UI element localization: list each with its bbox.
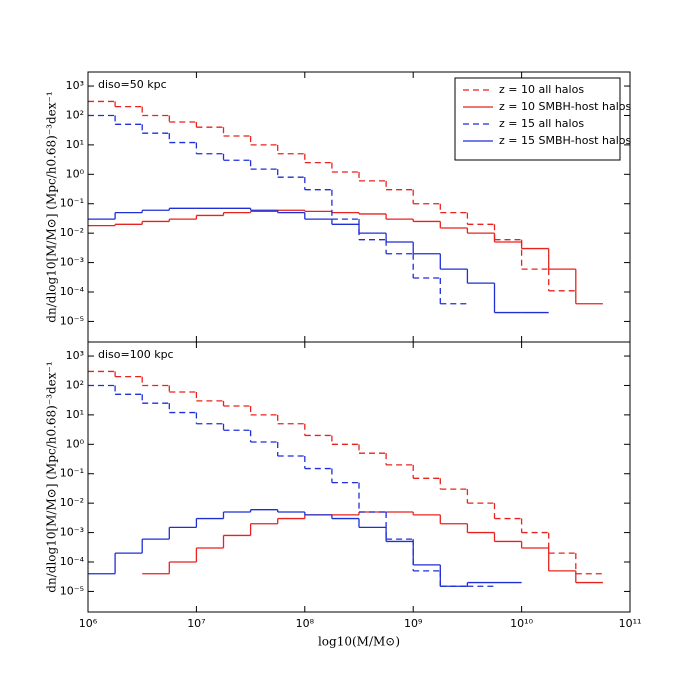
x-axis-label: log10(M/M⊙): [318, 635, 400, 649]
y-tick-label: 10⁻¹: [60, 197, 84, 210]
y-tick-label: 10³: [66, 79, 84, 92]
x-tick-label: 10¹⁰: [510, 617, 533, 630]
y-tick-label: 10²: [66, 108, 84, 121]
y-tick-label: 10⁻⁴: [60, 285, 85, 298]
x-tick-label: 10¹¹: [619, 617, 642, 630]
legend-box: [454, 77, 621, 161]
plot-area: [88, 100, 603, 314]
legend-label: z = 15 all halos: [499, 117, 584, 130]
legend-label: z = 10 all halos: [499, 83, 584, 96]
y-tick-label: 10⁻¹: [60, 467, 84, 480]
y-tick-label: 10⁰: [66, 167, 85, 180]
legend-label: z = 15 SMBH-host halos: [499, 134, 631, 147]
legend-label: z = 10 SMBH-host halos: [499, 100, 631, 113]
y-tick-label: 10⁻⁵: [60, 314, 84, 327]
annotation: diso=50 kpc: [98, 78, 167, 91]
x-tick-label: 10⁸: [296, 617, 315, 630]
y-axis-label: dn/dlog10[M/M⊙] (Mpc/h0.68)⁻³dex⁻¹: [45, 91, 59, 322]
y-tick-label: 10²: [66, 378, 84, 391]
axes-frame: [87, 341, 631, 613]
y-tick-label: 10⁻⁵: [60, 584, 84, 597]
y-tick-label: 10⁻²: [60, 226, 84, 239]
y-tick-label: 10⁻²: [60, 496, 84, 509]
legend: z = 10 all halos z = 10 SMBH-host halos z …: [454, 77, 631, 161]
y-axis-label: dn/dlog10[M/M⊙] (Mpc/h0.68)⁻³dex⁻¹: [45, 361, 59, 592]
y-tick-label: 10⁻³: [60, 526, 84, 539]
y-tick-label: 10⁻⁴: [60, 555, 85, 568]
annotation: diso=100 kpc: [98, 348, 174, 361]
x-tick-label: 10⁹: [404, 617, 422, 630]
y-tick-label: 10⁰: [66, 437, 85, 450]
y-tick-label: 10³: [66, 349, 84, 362]
x-tick-label: 10⁶: [79, 617, 98, 630]
plot-area: [88, 370, 603, 587]
y-tick-label: 10¹: [66, 138, 84, 151]
y-tick-label: 10¹: [66, 408, 84, 421]
x-tick-label: 10⁷: [187, 617, 205, 630]
y-tick-label: 10⁻³: [60, 256, 84, 269]
